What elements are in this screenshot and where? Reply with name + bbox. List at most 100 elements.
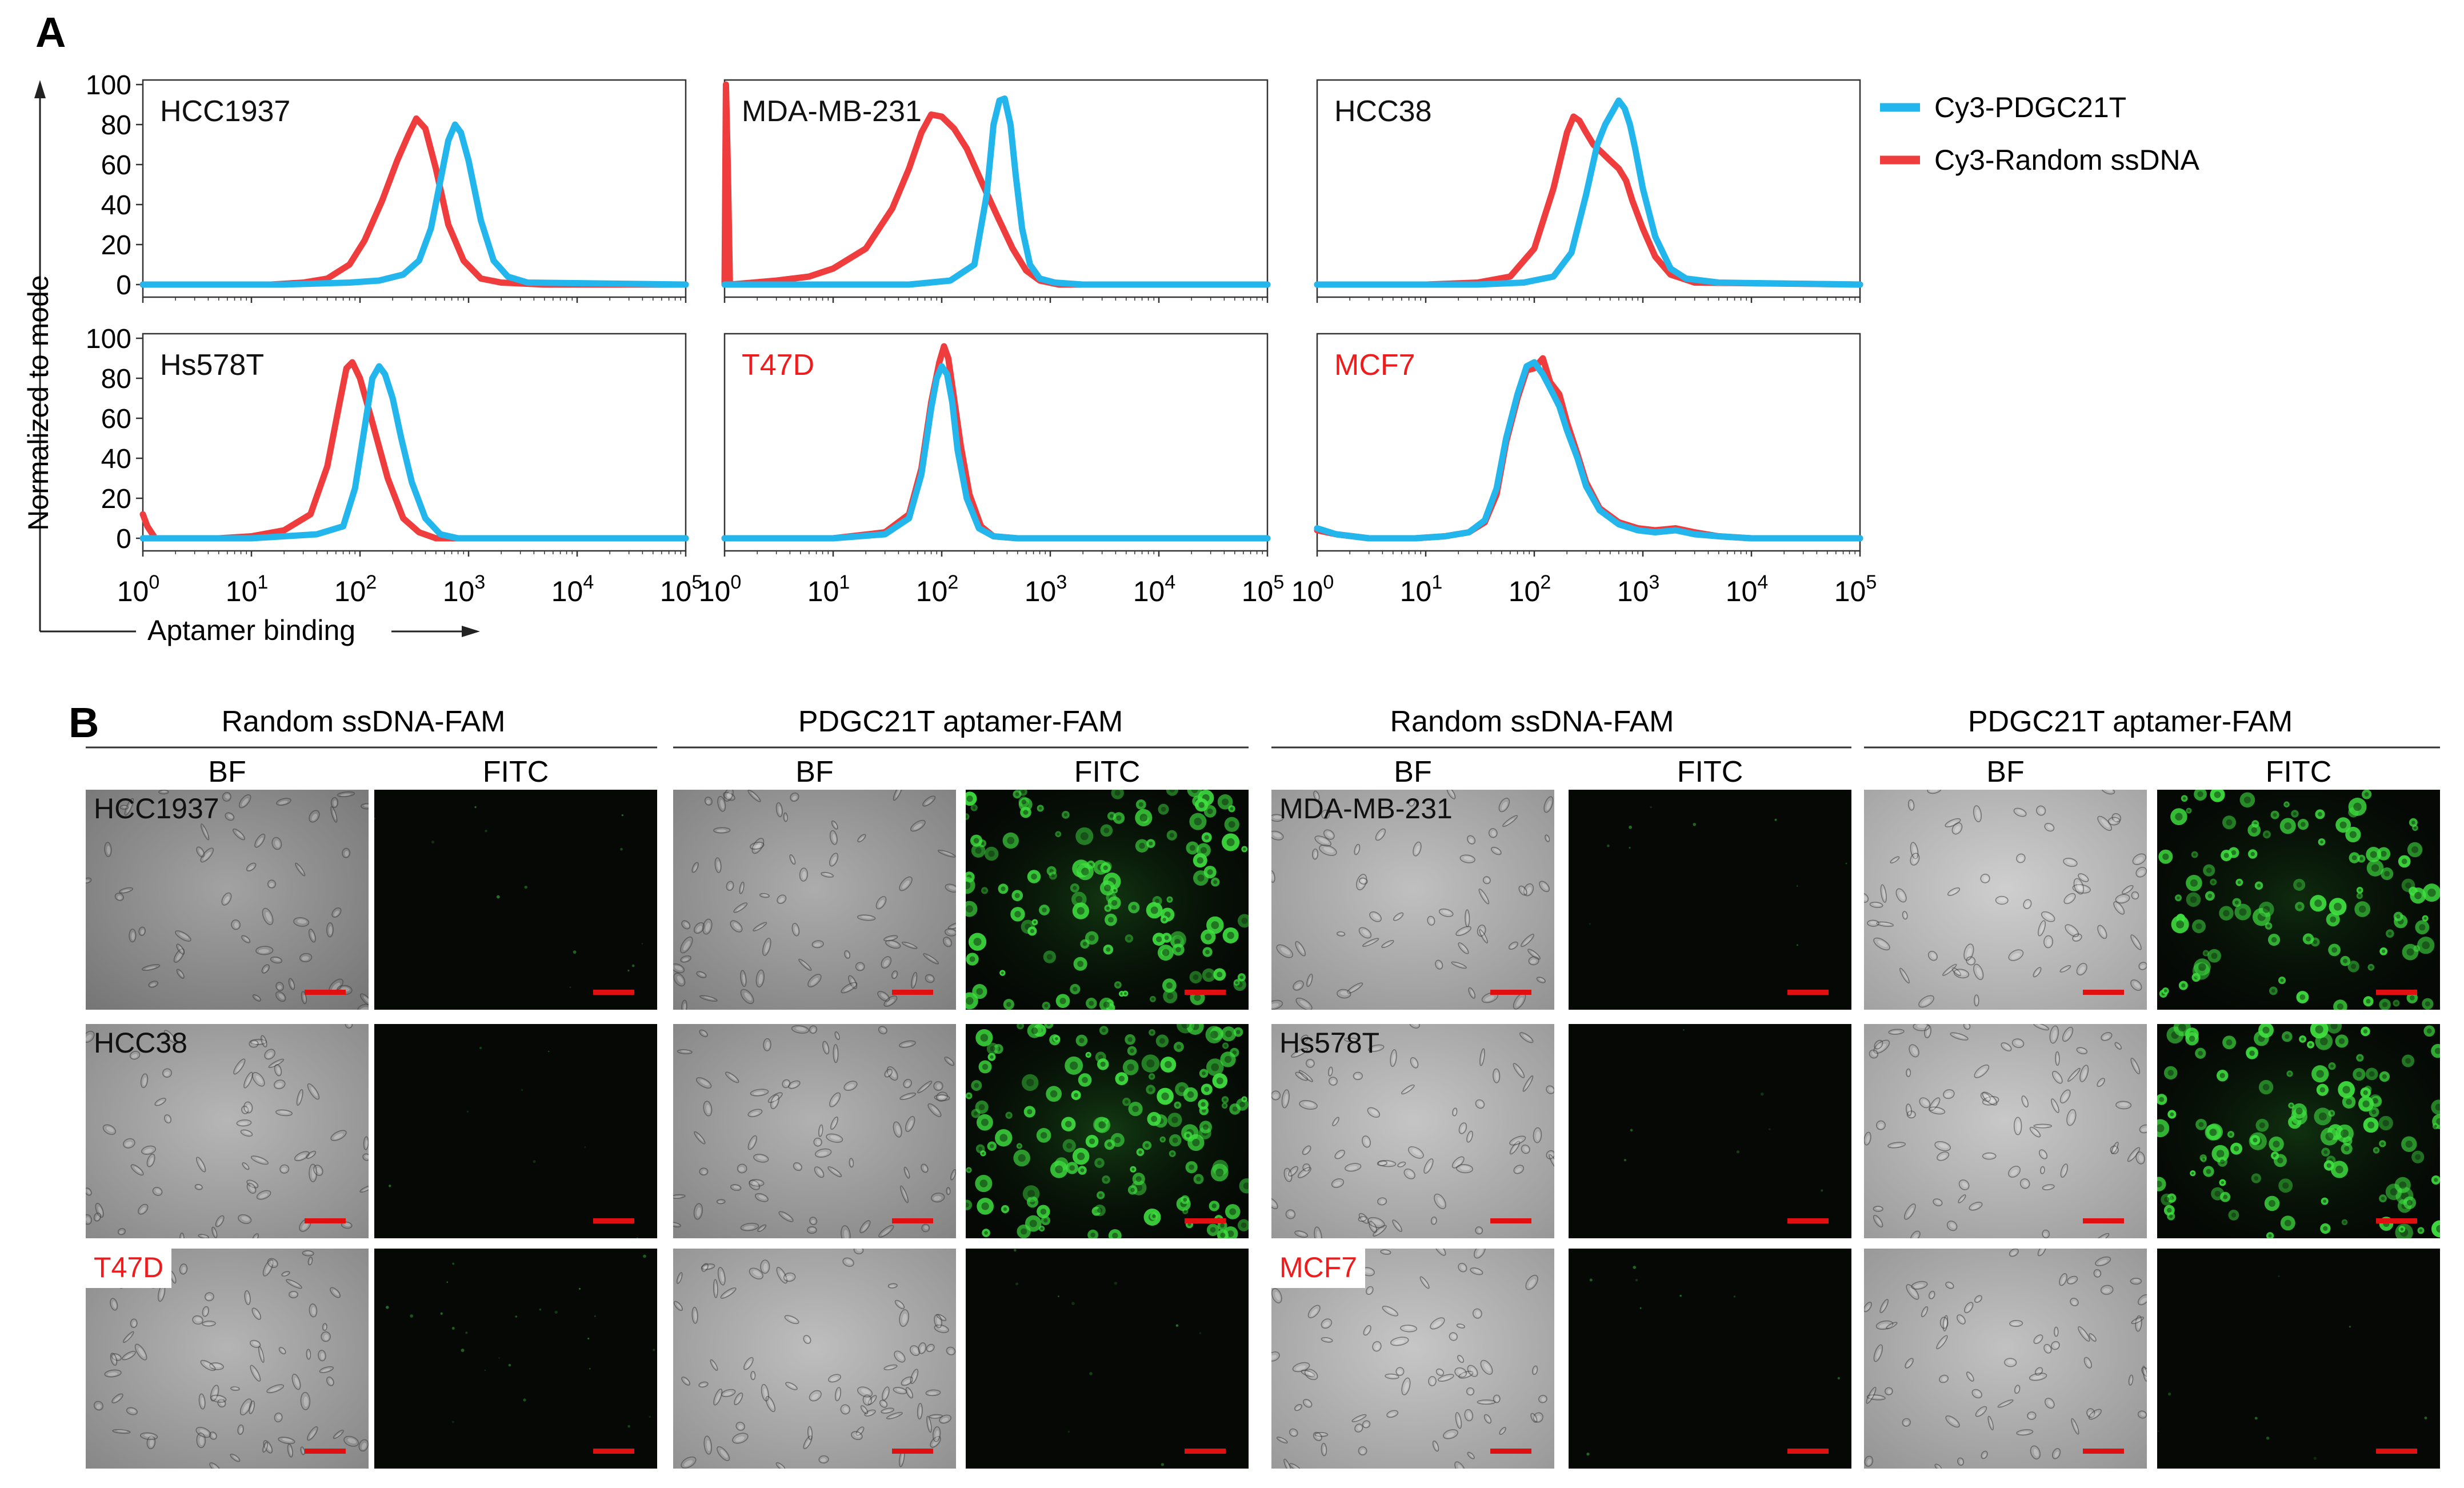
- x-tick-label: 102: [1509, 571, 1551, 607]
- column-label: BF: [1394, 755, 1431, 789]
- cell-texture: [86, 1024, 369, 1238]
- brightfield-micrograph: [673, 1249, 956, 1469]
- y-tick-label: 80: [101, 364, 131, 394]
- fitc-micrograph: [374, 1024, 657, 1238]
- histogram-hs578t: 0 20 40 60 80 100 100 101 102 103 104 105 Hs578T: [86, 324, 702, 607]
- cell-line-label: MDA-MB-231: [1279, 793, 1453, 825]
- scale-bar: [305, 1449, 346, 1454]
- cell-texture: [966, 790, 1249, 1010]
- scale-bar: [1490, 1449, 1531, 1454]
- series-pdgc21t: [721, 363, 1271, 542]
- scale-bar: [1185, 990, 1226, 995]
- brightfield-micrograph: [1864, 790, 2147, 1010]
- y-axis-label: Normalized to mode: [22, 275, 54, 530]
- fitc-micrograph: [374, 1249, 657, 1469]
- brightfield-micrograph: MCF7: [1271, 1249, 1554, 1469]
- scale-bar: [593, 1449, 634, 1454]
- plot-frame: [723, 333, 1269, 552]
- scale-bar: [305, 1218, 346, 1223]
- scale-bar: [305, 990, 346, 995]
- fitc-micrograph: [1569, 1024, 1851, 1238]
- fitc-micrograph: [2157, 1024, 2440, 1238]
- x-tick-label: 100: [699, 571, 742, 607]
- fitc-micrograph: [2157, 790, 2440, 1010]
- column-label: BF: [795, 755, 833, 789]
- scale-bar: [1490, 1218, 1531, 1223]
- cell-texture: [2157, 1024, 2440, 1238]
- brightfield-micrograph: [1864, 1024, 2147, 1238]
- group-title: PDGC21T aptamer-FAM: [1968, 705, 2293, 738]
- y-tick-label: 20: [101, 230, 131, 261]
- scale-bar: [2376, 1449, 2417, 1454]
- series-pdgc21t: [721, 95, 1271, 288]
- x-axis-guide: Aptamer binding: [40, 614, 480, 646]
- x-tick-label: 105: [660, 571, 703, 607]
- brightfield-micrograph: Hs578T: [1271, 1024, 1554, 1238]
- fitc-micrograph: [966, 1024, 1249, 1238]
- group-title: PDGC21T aptamer-FAM: [798, 705, 1123, 738]
- y-tick-label: 0: [116, 270, 131, 301]
- scale-bar: [2083, 1218, 2124, 1223]
- brightfield-micrograph: HCC38: [86, 1024, 369, 1238]
- x-tick-label: 104: [1726, 571, 1769, 607]
- cell-line-label: Hs578T: [1279, 1027, 1380, 1059]
- fitc-micrograph: [966, 790, 1249, 1010]
- y-tick-label: 60: [101, 404, 131, 434]
- scale-bar: [593, 1218, 634, 1223]
- scale-bar: [2083, 1449, 2124, 1454]
- x-tick-label: 104: [551, 571, 594, 607]
- scale-bar: [892, 1449, 933, 1454]
- y-tick-label: 100: [86, 324, 131, 354]
- cell-texture: [1589, 806, 1847, 946]
- x-tick-label: 104: [1133, 571, 1176, 607]
- scale-bar: [1185, 1218, 1226, 1223]
- cell-texture: [389, 1046, 639, 1238]
- cell-line-label: HCC1937: [160, 95, 290, 128]
- up-arrow-icon: [34, 80, 46, 98]
- series-random-ssdna: [1314, 113, 1863, 288]
- x-tick-label: 101: [807, 571, 850, 607]
- cell-line-label: Hs578T: [160, 349, 264, 382]
- fitc-micrograph: [2157, 1249, 2440, 1469]
- x-tick-label: 105: [1834, 571, 1877, 607]
- scale-bar: [2376, 1218, 2417, 1223]
- x-tick-label: 102: [916, 571, 959, 607]
- cell-texture: [1864, 1024, 2147, 1238]
- brightfield-micrograph: T47D: [86, 1249, 369, 1469]
- cell-texture: [1586, 1266, 1841, 1456]
- column-group-header: PDGC21T aptamer-FAM BF FITC: [1864, 705, 2440, 789]
- fitc-micrograph: [374, 790, 657, 1010]
- legend-item-pdgc21t: Cy3-PDGC21T: [1880, 91, 2126, 123]
- cell-line-label: MCF7: [1271, 1249, 1366, 1288]
- cell-texture: [2157, 790, 2440, 1010]
- x-tick-label: 101: [226, 571, 269, 607]
- brightfield-micrograph: [1864, 1249, 2147, 1469]
- histogram-hcc1937: 0 20 40 60 80 100 HCC1937: [86, 70, 689, 303]
- y-tick-label: 80: [101, 110, 131, 141]
- column-group-header: Random ssDNA-FAM BF FITC: [86, 705, 657, 789]
- x-tick-label: 103: [1617, 571, 1660, 607]
- cell-texture: [1271, 1024, 1554, 1238]
- series-pdgc21t: [1314, 359, 1863, 542]
- y-tick-label: 0: [116, 524, 131, 554]
- cell-texture: [386, 1254, 655, 1428]
- scale-bar: [2083, 990, 2124, 995]
- group-title: Random ssDNA-FAM: [222, 705, 506, 738]
- cell-line-label: HCC38: [1334, 95, 1432, 128]
- panel-a-letter: A: [35, 9, 66, 56]
- fitc-micrograph: [966, 1249, 1249, 1469]
- y-axis-guide: Normalized to mode: [22, 80, 54, 631]
- legend-item-random-ssdna: Cy3-Random ssDNA: [1880, 144, 2200, 176]
- cell-texture: [673, 790, 956, 1010]
- cell-line-label: MDA-MB-231: [742, 95, 922, 128]
- plot-frame: [142, 333, 687, 552]
- series-pdgc21t: [139, 363, 689, 542]
- scale-bar: [1787, 1218, 1829, 1223]
- histogram-grid: 0 20 40 60 80 100 HCC1937 MDA-MB-231 HCC38 0 20 40 6…: [86, 70, 1877, 607]
- y-tick-label: 40: [101, 444, 131, 474]
- histogram-mda-mb-231: MDA-MB-231: [721, 79, 1271, 303]
- brightfield-micrograph: MDA-MB-231: [1271, 790, 1554, 1010]
- column-label: FITC: [2266, 755, 2332, 789]
